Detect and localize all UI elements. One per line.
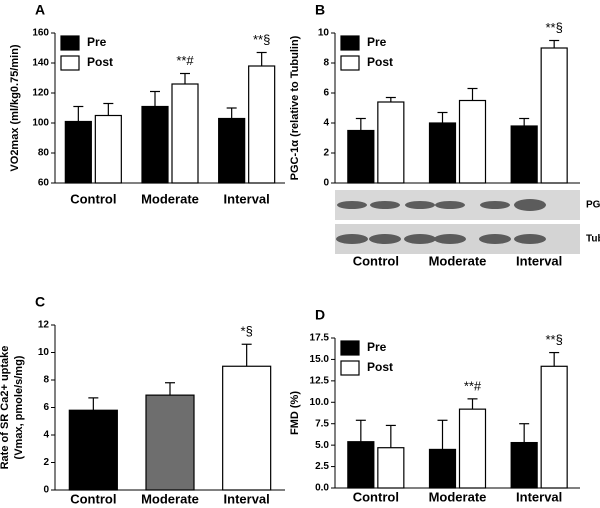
y-tick-label: 2 [323,148,329,159]
x-tick-label: Control [353,489,399,504]
y-tick-label: 6 [323,88,329,99]
x-tick-label: Moderate [141,191,199,206]
bar [64,120,92,184]
bar [510,441,538,489]
y-tick-label: 10 [38,347,50,358]
bar [68,409,118,491]
bar [458,99,487,184]
y-tick-label: 140 [32,58,49,69]
y-tick-label: 8 [323,58,329,69]
x-tick-label: Interval [224,191,270,206]
y-tick-label: 80 [38,148,50,159]
y-tick-label: 2.5 [315,461,329,472]
y-axis-label: PGC-1α (relative to Tubulin) [289,35,301,180]
annotation: **§ [545,20,562,35]
bar [347,129,375,184]
bar [540,365,568,489]
y-tick-label: 12 [38,320,50,331]
annotation: **§ [253,32,270,47]
y-tick-label: 2 [43,457,49,468]
x-tick-label: Interval [516,489,562,504]
bar [171,83,199,184]
y-tick-label: 15.0 [310,354,330,365]
panel-label: A [35,2,45,18]
y-tick-label: 4 [43,430,49,441]
y-tick-label: 0 [43,485,49,496]
x-tick-label: Moderate [429,253,487,268]
legend-label: Pre [87,35,107,49]
x-tick-label: Moderate [141,491,199,506]
legend-label: Pre [367,35,387,49]
y-tick-label: 100 [32,118,49,129]
bar [377,101,405,184]
bar [377,447,405,489]
x-tick-label: Interval [224,491,270,506]
y-tick-label: 160 [32,28,49,39]
panel-label: B [315,2,325,18]
x-tick-label: Moderate [429,489,487,504]
y-tick-label: 10.0 [310,397,330,408]
x-tick-label: Interval [516,253,562,268]
annotation: *§ [241,324,253,339]
legend-label: Post [367,55,393,69]
y-tick-label: 5.0 [315,440,329,451]
bar [510,125,538,184]
bar [347,441,375,489]
western-blot [335,190,580,254]
bar [540,47,568,184]
y-tick-label: 7.5 [315,418,329,429]
bar [248,65,276,184]
panel-label: D [315,307,325,323]
legend-swatch [60,35,80,51]
legend-swatch [60,55,80,71]
y-tick-label: 60 [38,178,50,189]
bar [458,408,487,489]
x-tick-label: Control [353,253,399,268]
annotation: **§ [545,332,562,347]
y-tick-label: 10 [318,28,330,39]
legend-label: Post [87,55,113,69]
y-axis-label: Rate of SR Ca2+ uptake [0,346,11,470]
y-tick-label: 0.0 [315,483,329,494]
blot-label: PGC1 [586,200,600,211]
y-tick-label: 12.5 [310,375,330,386]
y-tick-label: 4 [323,118,329,129]
bar [428,122,457,184]
legend-swatch [340,340,360,356]
legend-swatch [340,55,360,71]
bar [218,117,246,184]
y-axis-label: FMD (%) [289,391,301,435]
y-tick-label: 8 [43,375,49,386]
bar [94,114,122,184]
y-tick-label: 0 [323,178,329,189]
blot-label: Tubulin [586,234,600,245]
panel-label: C [35,294,45,310]
legend-swatch [340,35,360,51]
x-tick-label: Control [70,191,116,206]
y-axis-label: (Vmax, pmole/s/mg) [13,355,25,459]
bar [145,394,195,491]
annotation: **# [176,53,194,68]
x-tick-label: Control [70,491,116,506]
bar [428,448,457,489]
y-axis-label: VO2max (ml/kg0.75/min) [9,44,21,171]
legend-swatch [340,360,360,376]
legend-label: Pre [367,340,387,354]
bar [222,365,272,491]
annotation: **# [464,378,482,393]
bar [141,105,169,184]
y-tick-label: 120 [32,88,49,99]
legend-label: Post [367,360,393,374]
y-tick-label: 6 [43,402,49,413]
y-tick-label: 17.5 [310,333,330,344]
